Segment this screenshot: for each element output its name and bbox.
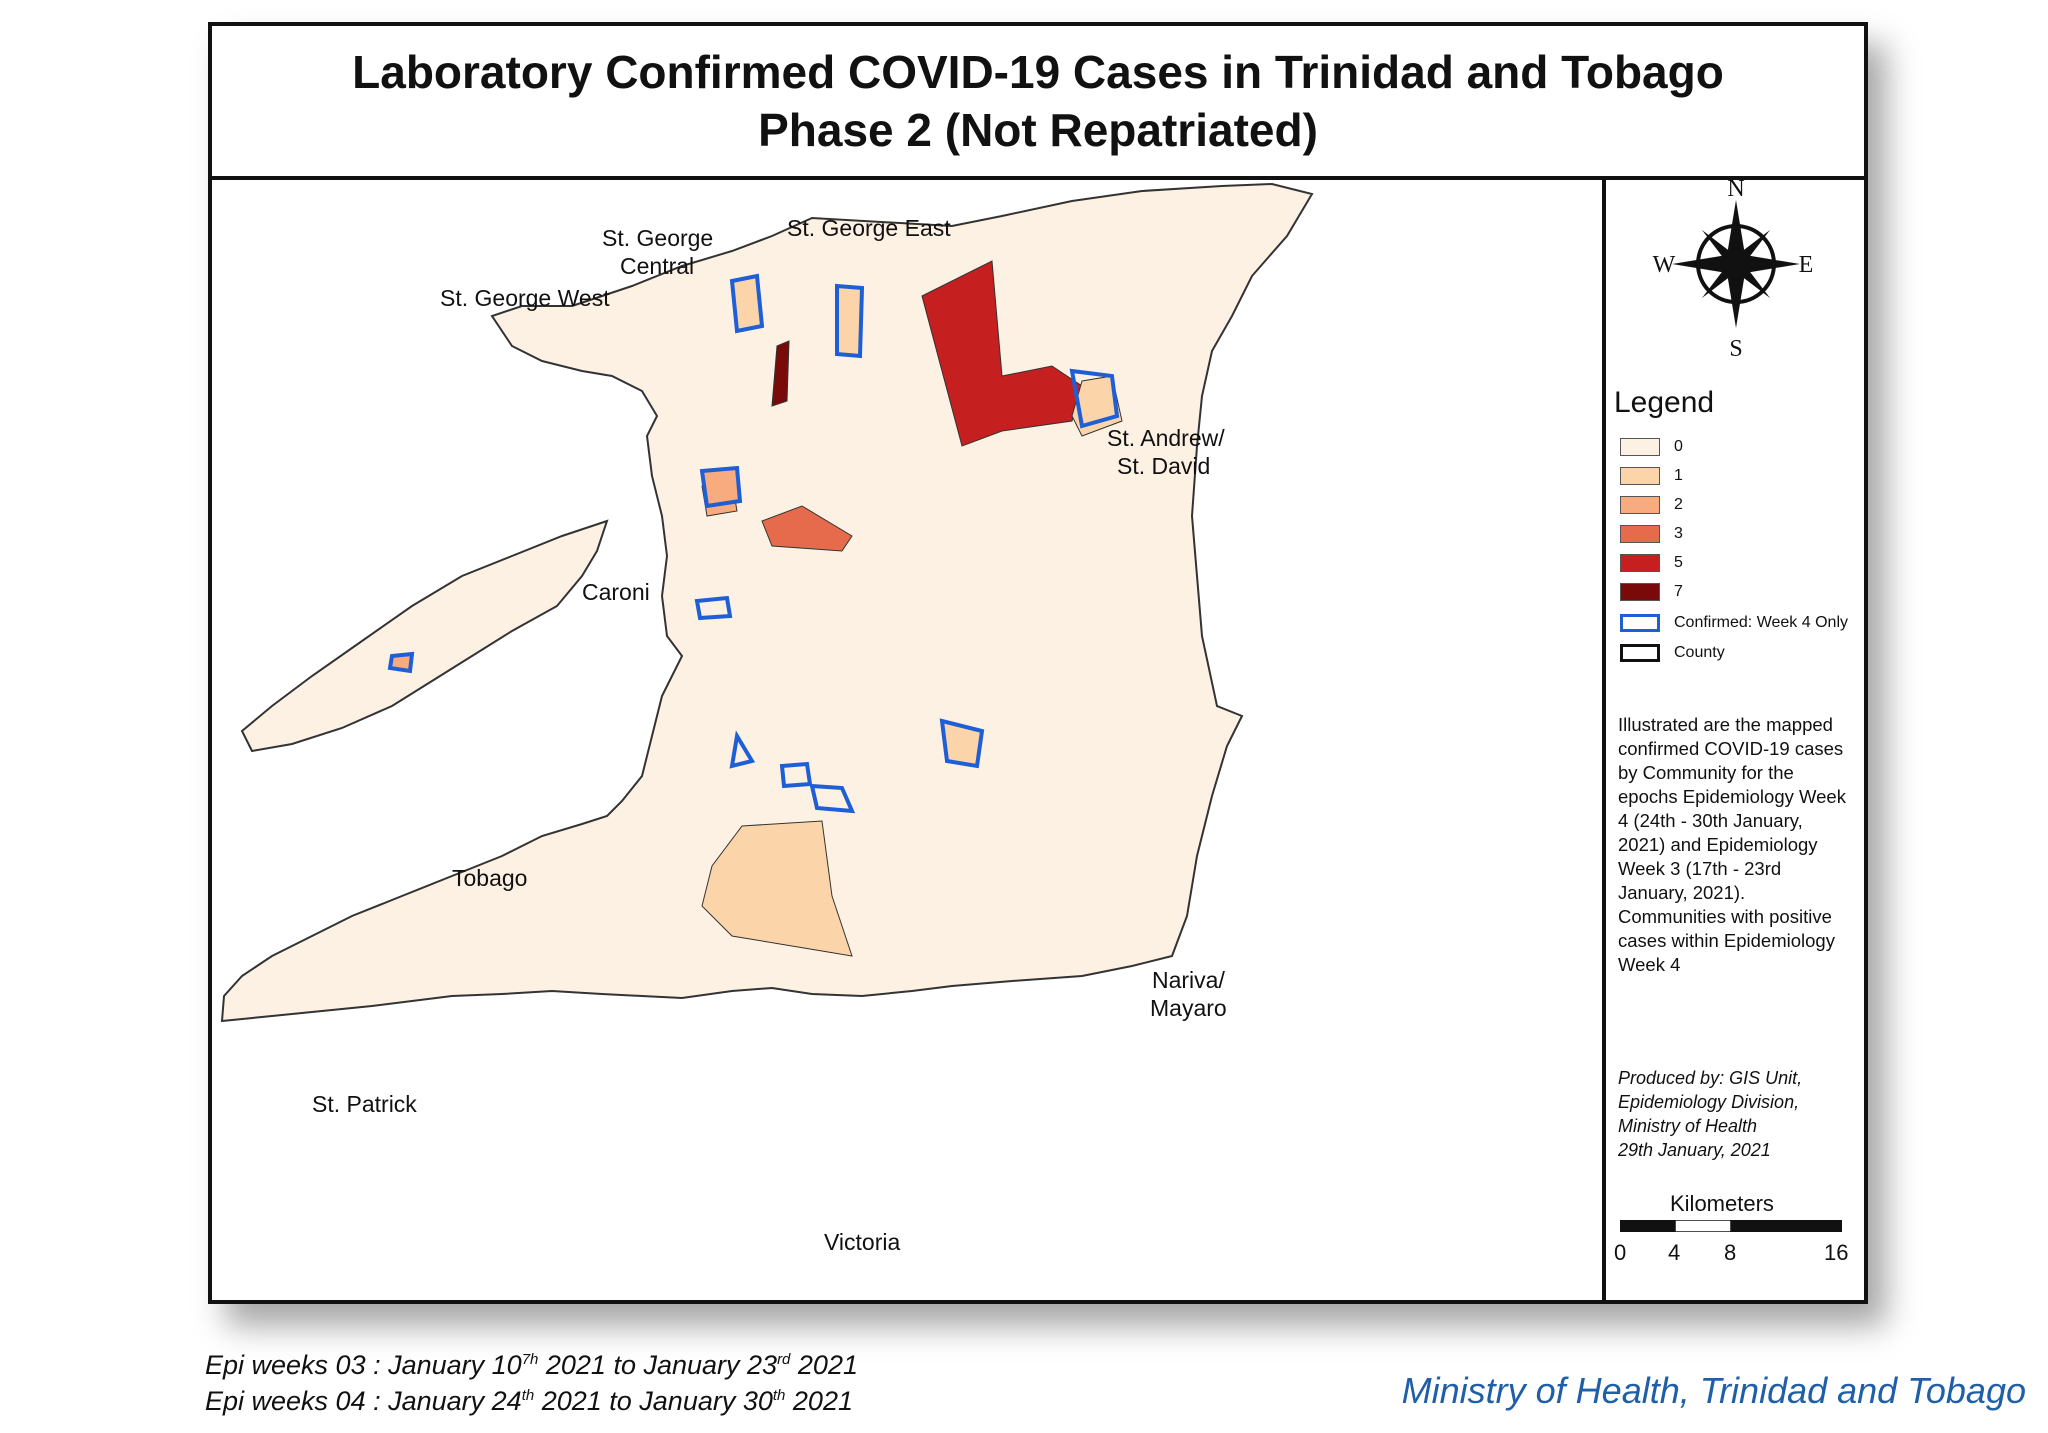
- map-description: Illustrated are the mapped confirmed COV…: [1618, 714, 1846, 975]
- week4-outline-8: [694, 595, 733, 621]
- community-cases-7: [771, 340, 790, 407]
- compass-e: E: [1799, 252, 1814, 278]
- produced-by: Produced by: GIS Unit, Epidemiology Divi…: [1618, 1066, 1848, 1162]
- legend-week4: Confirmed: Week 4 Only: [1620, 614, 1848, 632]
- week4-outline-10: [779, 761, 813, 789]
- scale-bar: [1620, 1220, 1842, 1232]
- week4-outline-5: [939, 718, 985, 769]
- credit-text: Ministry of Health, Trinidad and Tobago: [1401, 1370, 2026, 1411]
- label-victoria: Victoria: [824, 1229, 901, 1255]
- produced-line-2: Epidemiology Division,: [1618, 1092, 1800, 1112]
- label-st-george-east: St. George East: [787, 215, 951, 241]
- label-tobago: Tobago: [452, 865, 528, 891]
- week4-outline-9: [729, 730, 756, 769]
- legend-swatch: [1620, 438, 1660, 456]
- legend-label: 7: [1674, 583, 1683, 600]
- legend-county: County: [1620, 644, 1725, 662]
- scale-tick-16: 16: [1824, 1240, 1849, 1265]
- week4-outline-4: [387, 651, 415, 674]
- map-area: St. George East St. George Central St. G…: [212, 176, 1606, 1300]
- legend-label: 3: [1674, 525, 1683, 542]
- legend-item: 3: [1620, 525, 1683, 543]
- legend-swatch: [1620, 525, 1660, 543]
- scale-title: Kilometers: [1670, 1191, 1774, 1216]
- legend-swatch: [1620, 554, 1660, 572]
- compass-n: N: [1727, 176, 1744, 202]
- legend-county-swatch: [1620, 644, 1660, 662]
- legend-label: 5: [1674, 554, 1683, 571]
- label-st-george-central-2: Central: [620, 253, 695, 279]
- footer-epi-week-3: Epi weeks 03 : January 107h 2021 to Janu…: [205, 1350, 858, 1380]
- label-st-patrick: St. Patrick: [312, 1091, 417, 1117]
- compass-rose-icon: N S E W: [1653, 176, 1814, 356]
- scale-tick-4: 4: [1668, 1240, 1681, 1265]
- label-st-george-west: St. George West: [440, 285, 610, 311]
- tobago-island: [240, 519, 609, 753]
- footer-epi-week-4: Epi weeks 04 : January 24th 2021 to Janu…: [205, 1386, 853, 1416]
- legend-item: 5: [1620, 554, 1683, 572]
- community-cases-1a: [701, 820, 853, 957]
- legend-item: 2: [1620, 496, 1683, 514]
- legend-item: 7: [1620, 583, 1683, 601]
- label-nariva-2: Mayaro: [1150, 995, 1227, 1021]
- legend-item: 0: [1620, 438, 1683, 456]
- scale-tick-8: 8: [1724, 1240, 1737, 1265]
- produced-line-3: Ministry of Health: [1618, 1116, 1758, 1136]
- legend-label: 1: [1674, 467, 1683, 484]
- title-box: Laboratory Confirmed COVID-19 Cases in T…: [212, 26, 1864, 180]
- side-panel: N S E W Legend 0 1 2 3 5 7 Confirmed: Week 4 …: [1606, 176, 1864, 1300]
- week4-outline-1: [729, 273, 765, 334]
- map-title-line1: Laboratory Confirmed COVID-19 Cases in T…: [352, 46, 1724, 98]
- map-title-line2: Phase 2 (Not Repatriated): [758, 104, 1318, 156]
- week4-outline-7: [699, 465, 743, 509]
- produced-line-1: Produced by: GIS Unit,: [1618, 1068, 1803, 1088]
- week4-outline-6: [809, 783, 856, 814]
- legend-label: 2: [1674, 496, 1683, 513]
- compass-s: S: [1729, 336, 1742, 356]
- legend-week4-label: Confirmed: Week 4 Only: [1674, 614, 1848, 631]
- community-cases-3: [761, 505, 853, 552]
- label-st-andrew-2: St. David: [1117, 453, 1211, 479]
- week4-outline-2: [835, 283, 865, 359]
- compass-w: W: [1653, 252, 1676, 278]
- week4-outline-3: [1069, 368, 1120, 429]
- legend-title: Legend: [1614, 386, 1715, 419]
- legend-item: 1: [1620, 467, 1683, 485]
- legend-label: 0: [1674, 438, 1683, 455]
- scale-tick-0: 0: [1614, 1240, 1627, 1265]
- legend-swatch: [1620, 583, 1660, 601]
- label-st-andrew-1: St. Andrew/: [1107, 425, 1225, 451]
- legend-week4-swatch: [1620, 614, 1660, 632]
- legend-swatch: [1620, 467, 1660, 485]
- map-frame: Laboratory Confirmed COVID-19 Cases in T…: [208, 22, 1868, 1304]
- legend-swatch: [1620, 496, 1660, 514]
- label-st-george-central-1: St. George: [602, 225, 714, 251]
- legend-county-label: County: [1674, 644, 1725, 661]
- label-caroni: Caroni: [582, 579, 650, 605]
- label-nariva-1: Nariva/: [1152, 967, 1225, 993]
- map-svg: [220, 182, 1314, 1023]
- produced-line-4: 29th January, 2021: [1618, 1140, 1771, 1160]
